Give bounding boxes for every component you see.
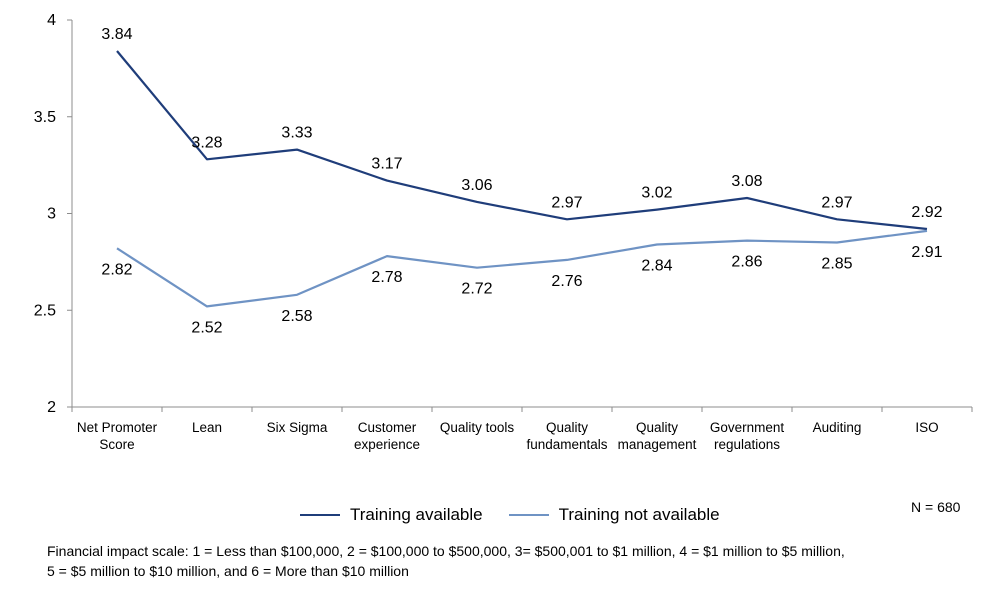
data-label-training-available: 3.06 (461, 177, 492, 194)
data-label-training-not-available: 2.78 (371, 269, 402, 286)
footnote: Financial impact scale: 1 = Less than $1… (47, 541, 967, 581)
x-category-label: Quality fundamentals (526, 420, 607, 452)
data-label-training-not-available: 2.84 (641, 257, 672, 274)
data-label-training-not-available: 2.58 (281, 308, 312, 325)
series-line-training-not-available (116, 229, 928, 308)
x-category-label: Auditing (813, 420, 862, 435)
x-category-label: Six Sigma (267, 420, 328, 435)
data-label-training-not-available: 2.82 (101, 261, 132, 278)
x-category-label: Quality tools (440, 420, 515, 435)
y-axis-ticks: 2 2.5 3 3.5 4 (34, 12, 56, 416)
x-category-label: Net Promoter Score (77, 420, 158, 452)
data-label-training-available: 3.28 (191, 134, 222, 151)
data-label-training-available: 2.97 (821, 194, 852, 211)
legend-swatch-training-not-available (508, 514, 549, 516)
y-tick-label: 2.5 (34, 302, 56, 319)
chart-axes (67, 19, 973, 412)
legend-item-training-not-available: Training not available (508, 505, 720, 525)
data-label-training-not-available: 2.76 (551, 273, 582, 290)
x-axis-category-labels: Net Promoter Score Lean Six Sigma Customer ex… (77, 420, 939, 452)
data-label-training-not-available: 2.85 (821, 256, 852, 273)
data-label-training-available: 2.92 (911, 204, 942, 221)
data-label-training-available: 3.02 (641, 185, 672, 202)
series-lines (116, 50, 928, 308)
series-line-training-available (116, 50, 928, 231)
data-label-training-available: 3.17 (371, 156, 402, 173)
x-category-label: Lean (192, 420, 222, 435)
data-label-training-available: 2.97 (551, 194, 582, 211)
data-label-training-available: 3.08 (731, 173, 762, 190)
x-category-label: Quality management (618, 420, 697, 452)
chart-legend: Training available Training not availabl… (300, 505, 746, 525)
y-tick-label: 3.5 (34, 109, 56, 126)
data-label-training-available: 3.33 (281, 125, 312, 142)
footnote-line-1: Financial impact scale: 1 = Less than $1… (47, 543, 845, 559)
legend-label-training-not-available: Training not available (558, 505, 720, 524)
legend-item-training-available: Training available (300, 505, 483, 525)
data-label-training-available: 3.84 (101, 26, 132, 43)
y-tick-label: 2 (47, 399, 56, 416)
line-chart: 2 2.5 3 3.5 4 Net Promoter Score Lean Six Sigma… (34, 12, 973, 452)
data-label-training-not-available: 2.72 (461, 281, 492, 298)
data-label-training-not-available: 2.91 (911, 244, 942, 261)
data-label-training-not-available: 2.86 (731, 254, 762, 271)
y-tick-label: 4 (47, 12, 56, 29)
data-labels: 3.84 3.28 3.33 3.17 3.06 2.97 3.02 3.08 2.97 2.92… (101, 26, 942, 336)
legend-swatch-training-available (300, 514, 340, 516)
footnote-line-2: 5 = $5 million to $10 million, and 6 = M… (47, 563, 409, 579)
x-category-label: ISO (915, 420, 938, 435)
y-tick-label: 3 (47, 206, 56, 223)
x-category-label: Government regulations (710, 420, 785, 452)
legend-label-training-available: Training available (350, 505, 483, 524)
data-label-training-not-available: 2.52 (191, 319, 222, 336)
x-category-label: Customer experience (354, 420, 420, 452)
sample-size-label: N = 680 (911, 499, 961, 515)
